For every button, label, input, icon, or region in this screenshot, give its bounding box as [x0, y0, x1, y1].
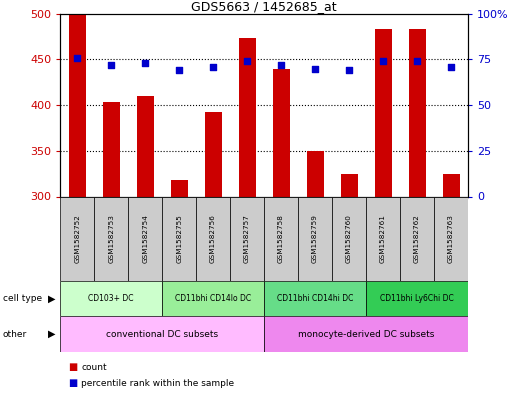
Text: CD103+ DC: CD103+ DC — [88, 294, 134, 303]
Bar — [272, 68, 290, 196]
Point — [141, 60, 150, 66]
Bar — [400, 196, 434, 281]
Text: cell type: cell type — [3, 294, 42, 303]
Bar — [204, 112, 222, 196]
Text: GSM1582763: GSM1582763 — [448, 214, 454, 263]
Bar — [238, 37, 256, 197]
Text: monocyte-derived DC subsets: monocyte-derived DC subsets — [298, 330, 434, 338]
Bar — [128, 196, 162, 281]
Bar — [434, 196, 468, 281]
Point — [447, 64, 456, 70]
Text: GSM1582757: GSM1582757 — [244, 214, 250, 263]
Bar — [103, 103, 120, 196]
Point — [243, 58, 252, 64]
Bar — [170, 180, 188, 196]
Text: GSM1582759: GSM1582759 — [312, 214, 318, 263]
Text: CD11bhi Ly6Chi DC: CD11bhi Ly6Chi DC — [380, 294, 454, 303]
Point — [209, 64, 218, 70]
Point — [413, 58, 422, 64]
Text: GSM1582758: GSM1582758 — [278, 214, 284, 263]
Text: GSM1582755: GSM1582755 — [176, 214, 182, 263]
Point — [175, 67, 184, 73]
Bar — [306, 151, 324, 196]
Point — [345, 67, 354, 73]
Bar — [196, 196, 230, 281]
Text: CD11bhi CD14lo DC: CD11bhi CD14lo DC — [175, 294, 251, 303]
Bar — [340, 174, 358, 196]
Text: GSM1582756: GSM1582756 — [210, 214, 216, 263]
Text: percentile rank within the sample: percentile rank within the sample — [81, 379, 234, 387]
Title: GDS5663 / 1452685_at: GDS5663 / 1452685_at — [191, 0, 337, 13]
Bar — [69, 14, 86, 196]
Bar — [332, 196, 366, 281]
Text: GSM1582761: GSM1582761 — [380, 214, 386, 263]
Bar — [162, 196, 196, 281]
Bar — [264, 316, 468, 352]
Point — [73, 55, 82, 61]
Bar — [162, 281, 264, 316]
Bar — [137, 96, 154, 196]
Bar — [264, 196, 298, 281]
Text: CD11bhi CD14hi DC: CD11bhi CD14hi DC — [277, 294, 354, 303]
Bar — [366, 281, 468, 316]
Text: ■: ■ — [68, 362, 77, 373]
Text: GSM1582754: GSM1582754 — [142, 214, 148, 263]
Text: ▶: ▶ — [48, 329, 55, 339]
Text: GSM1582762: GSM1582762 — [414, 214, 420, 263]
Text: conventional DC subsets: conventional DC subsets — [106, 330, 218, 338]
Point — [311, 65, 320, 72]
Text: GSM1582753: GSM1582753 — [108, 214, 114, 263]
Bar — [298, 196, 332, 281]
Bar — [366, 196, 400, 281]
Text: ■: ■ — [68, 378, 77, 388]
Bar — [408, 29, 426, 196]
Point — [379, 58, 388, 64]
Text: GSM1582760: GSM1582760 — [346, 214, 352, 263]
Bar — [60, 196, 94, 281]
Text: GSM1582752: GSM1582752 — [74, 214, 80, 263]
Point — [277, 62, 286, 68]
Bar — [60, 316, 264, 352]
Bar — [60, 281, 162, 316]
Bar — [94, 196, 128, 281]
Text: other: other — [3, 330, 27, 338]
Point — [107, 62, 116, 68]
Bar — [264, 281, 366, 316]
Bar — [230, 196, 264, 281]
Text: count: count — [81, 363, 107, 372]
Bar — [374, 29, 392, 196]
Bar — [442, 174, 460, 196]
Text: ▶: ▶ — [48, 294, 55, 304]
